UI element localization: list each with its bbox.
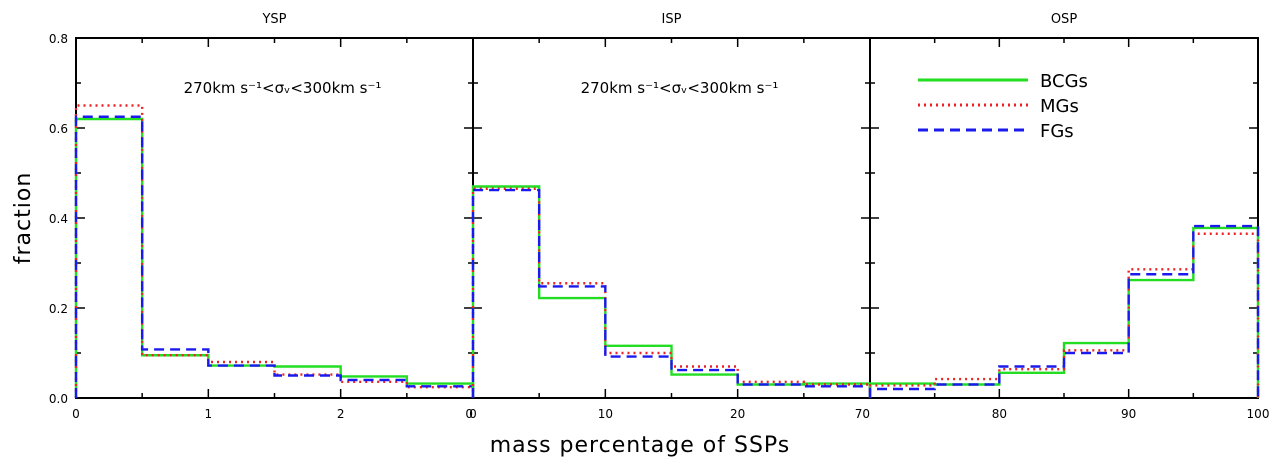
panel-ysp: YSP 0 1 2 0 270km s⁻¹<σᵥ<300km s⁻¹ <box>72 12 475 421</box>
y-tick-label: 0.4 <box>49 212 68 226</box>
panel-osp: OSP 80 90 100 BCGs MGs FGs <box>868 12 1270 421</box>
y-tick-label: 0.6 <box>49 122 68 136</box>
x-tick-label: 0 <box>469 407 477 421</box>
x-tick-label: 2 <box>337 407 345 421</box>
panel-title: ISP <box>662 12 682 27</box>
x-tick-label: 1 <box>205 407 213 421</box>
series-line-fgs <box>868 224 1260 398</box>
series-line-bcgs <box>74 117 475 398</box>
x-tick-label: 10 <box>598 407 613 421</box>
x-axis-title: mass percentage of SSPs <box>490 433 791 458</box>
legend: BCGs MGs FGs <box>918 71 1088 142</box>
x-tick-label: 100 <box>1247 407 1270 421</box>
panel-title: YSP <box>261 12 286 27</box>
x-tick-label: 0 <box>465 407 473 421</box>
x-tick-label: 70 <box>855 407 870 421</box>
sigma-range-annotation: 270km s⁻¹<σᵥ<300km s⁻¹ <box>581 79 779 97</box>
sigma-range-annotation: 270km s⁻¹<σᵥ<300km s⁻¹ <box>184 79 382 97</box>
legend-label-bcgs: BCGs <box>1040 71 1088 92</box>
x-tick-label: 0 <box>72 407 80 421</box>
y-tick-label: 0.0 <box>49 392 68 406</box>
x-tick-label: 20 <box>730 407 745 421</box>
x-tick-label: 90 <box>1121 407 1136 421</box>
x-tick-label: 80 <box>992 407 1007 421</box>
y-axis-title: fraction <box>11 172 36 265</box>
legend-label-mgs: MGs <box>1040 96 1079 117</box>
series-line-fgs <box>471 188 872 398</box>
y-tick-label: 0.8 <box>49 32 68 46</box>
series-line-mgs <box>74 104 475 398</box>
legend-label-fgs: FGs <box>1040 121 1074 142</box>
y-tick-label: 0.2 <box>49 302 68 316</box>
series-line-fgs <box>74 115 475 398</box>
series-line-bcgs <box>868 226 1260 398</box>
panel-title: OSP <box>1051 12 1077 27</box>
panel-isp: ISP 0 10 20 70 270km s⁻¹<σᵥ<300km s⁻¹ <box>469 12 872 421</box>
